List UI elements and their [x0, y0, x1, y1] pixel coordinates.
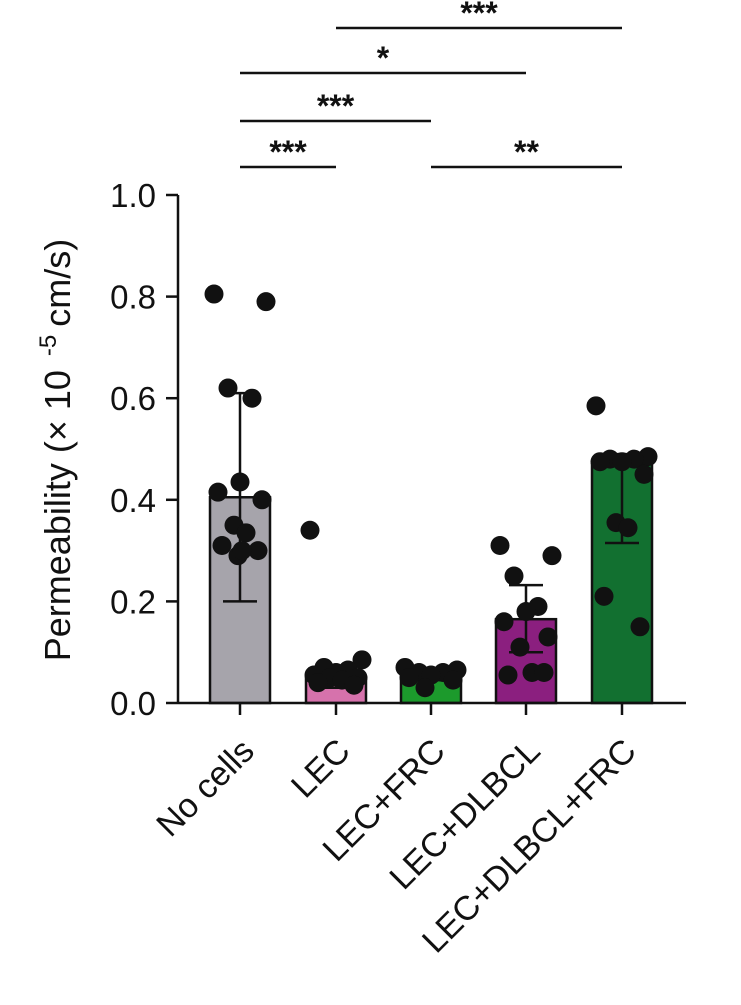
data-point: [242, 388, 262, 408]
data-point: [300, 520, 320, 540]
significance-label: **: [514, 134, 539, 170]
y-axis-title-exponent: -5: [35, 335, 62, 356]
data-point: [230, 472, 250, 492]
data-point: [516, 602, 536, 622]
y-ticks-layer: 0.0 0.2 0.4 0.6 0.8 1.0: [110, 177, 178, 722]
data-point: [634, 464, 654, 484]
y-tick-label: 0.6: [110, 380, 156, 417]
data-point: [590, 452, 610, 472]
y-tick-label: 1.0: [110, 177, 156, 214]
data-point: [256, 292, 276, 312]
data-point: [498, 665, 518, 685]
significance-label: *: [377, 40, 390, 76]
y-tick-label: 0.4: [110, 482, 156, 519]
y-tick-label: 0.2: [110, 583, 156, 620]
data-point: [504, 566, 524, 586]
data-point: [630, 617, 650, 637]
x-tick-label: No cells: [149, 732, 261, 844]
data-point: [208, 482, 228, 502]
data-point: [618, 518, 638, 538]
data-point: [594, 586, 614, 606]
data-point: [494, 612, 514, 632]
data-point: [344, 675, 364, 695]
data-point: [236, 523, 256, 543]
data-point: [612, 452, 632, 472]
data-point: [415, 678, 435, 698]
data-point: [542, 546, 562, 566]
data-point: [218, 378, 238, 398]
y-tick-label: 0.0: [110, 685, 156, 722]
significance-label: ***: [317, 88, 355, 124]
data-point: [232, 541, 252, 561]
significance-layer: ********** **: [240, 0, 622, 170]
data-point: [308, 673, 328, 693]
y-tick-label: 0.8: [110, 279, 156, 316]
data-point: [443, 670, 463, 690]
points-layer: [204, 284, 658, 698]
data-point: [534, 663, 554, 683]
data-point: [638, 447, 658, 467]
data-point: [490, 536, 510, 556]
significance-label: ***: [269, 134, 307, 170]
data-point: [204, 284, 224, 304]
error-bars-layer: [223, 391, 639, 690]
data-point: [586, 396, 606, 416]
data-point: [248, 541, 268, 561]
y-axis-title-main: Permeability (× 10: [37, 370, 78, 661]
data-point: [352, 650, 372, 670]
y-axis-title: Permeability (× 10 -5 cm/s): [35, 239, 78, 661]
data-point: [399, 668, 419, 688]
data-point: [538, 627, 558, 647]
y-axis-title-unit: cm/s): [37, 239, 78, 327]
x-tick-label: LEC: [284, 732, 358, 806]
significance-label: ***: [460, 0, 498, 31]
data-point: [252, 490, 272, 510]
data-point: [212, 536, 232, 556]
data-point: [510, 637, 530, 657]
